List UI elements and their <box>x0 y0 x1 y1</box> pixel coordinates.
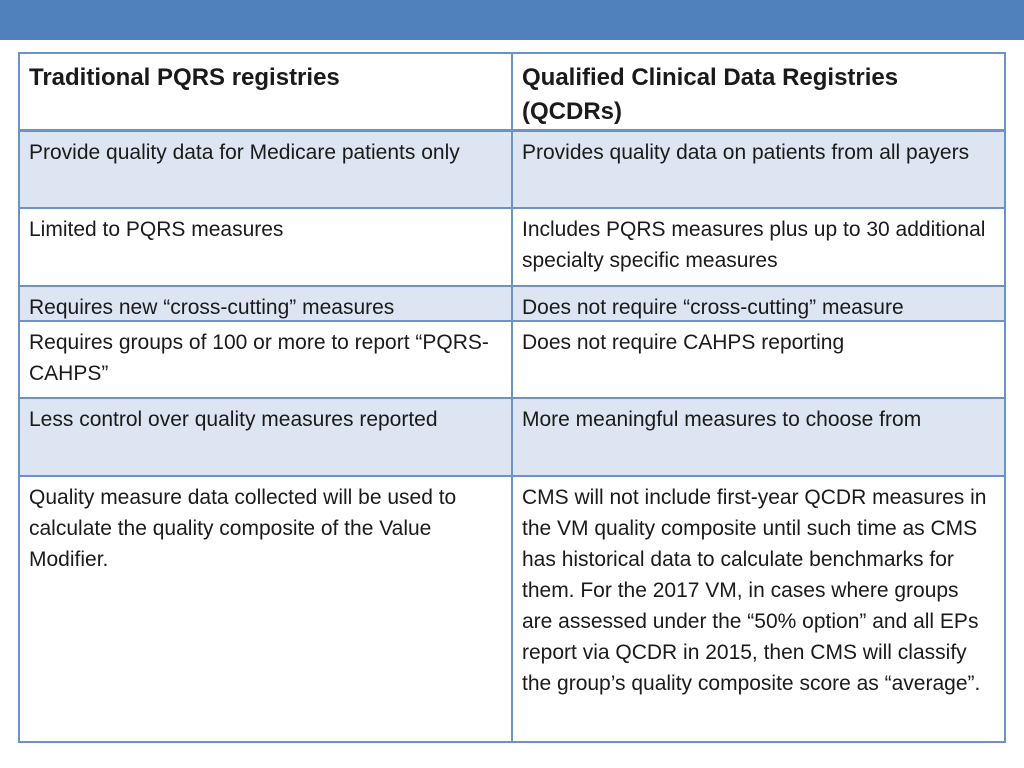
table-row: Provide quality data for Medicare patien… <box>20 132 1004 209</box>
table-cell-left: Limited to PQRS measures <box>20 209 513 285</box>
table-cell-right: Does not require “cross-cutting” measure <box>522 296 904 319</box>
table-cell-right: More meaningful measures to choose from <box>522 408 922 431</box>
header-cell-traditional-pqrs: Traditional PQRS registries <box>20 54 513 129</box>
title-band <box>0 0 1024 40</box>
table-row: Limited to PQRS measures Includes PQRS m… <box>20 209 1004 287</box>
table-cell-right: Does not require CAHPS reporting <box>522 331 845 354</box>
table-cell-left: Quality measure data collected will be u… <box>20 477 513 741</box>
table-cell-right: Provides quality data on patients from a… <box>522 141 970 164</box>
table-cell-right: CMS will not include first-year QCDR mea… <box>522 486 987 695</box>
comparison-table: Traditional PQRS registries Qualified Cl… <box>18 52 1006 743</box>
table-row: Quality measure data collected will be u… <box>20 477 1004 741</box>
table-row: Requires groups of 100 or more to report… <box>20 322 1004 399</box>
table-cell-right: Includes PQRS measures plus up to 30 add… <box>522 218 986 272</box>
table-header-row: Traditional PQRS registries Qualified Cl… <box>20 54 1004 132</box>
header-cell-qcdr: Qualified Clinical Data Registries (QCDR… <box>522 64 899 125</box>
table-cell-left: Requires new “cross-cutting” measures <box>20 287 513 320</box>
table-cell-left: Provide quality data for Medicare patien… <box>20 132 513 207</box>
table-row: Less control over quality measures repor… <box>20 399 1004 477</box>
table-cell-left: Requires groups of 100 or more to report… <box>20 322 513 397</box>
table-row: Requires new “cross-cutting” measures Do… <box>20 287 1004 322</box>
table-cell-left: Less control over quality measures repor… <box>20 399 513 475</box>
